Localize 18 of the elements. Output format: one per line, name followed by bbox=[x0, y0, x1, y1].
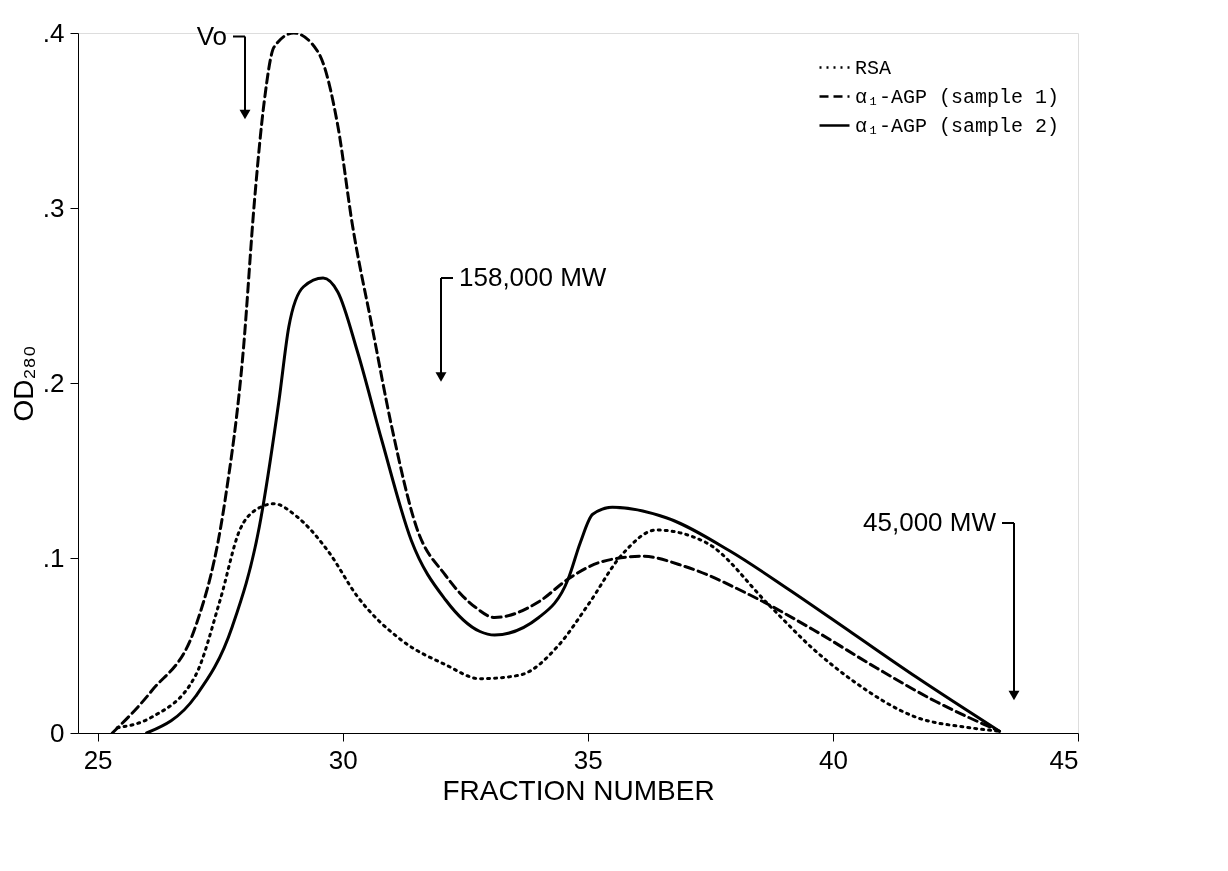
legend-label: RSA bbox=[855, 56, 892, 80]
x-tick-label: 35 bbox=[573, 744, 603, 775]
legend-label: α₁-AGP (sample 2) bbox=[855, 114, 1060, 138]
annotation: 45,000 MW bbox=[863, 507, 997, 537]
annotation: 158,000 MW bbox=[459, 262, 607, 292]
y-tick-label: .2 bbox=[42, 367, 65, 398]
x-tick-label: 45 bbox=[1049, 744, 1079, 775]
x-tick-label: 30 bbox=[328, 744, 358, 775]
y-tick-label: .4 bbox=[42, 17, 65, 48]
y-tick-label: .3 bbox=[42, 192, 65, 223]
x-tick-label: 25 bbox=[83, 744, 113, 775]
annotation: Vo bbox=[196, 20, 227, 51]
x-axis-title: FRACTION NUMBER bbox=[442, 774, 715, 806]
x-tick-label: 40 bbox=[818, 744, 848, 775]
legend-label: α₁-AGP (sample 1) bbox=[855, 85, 1060, 109]
y-axis-title: OD₂₈₀ bbox=[7, 345, 39, 422]
y-tick-label: .1 bbox=[42, 542, 65, 573]
y-tick-label: 0 bbox=[50, 717, 65, 748]
